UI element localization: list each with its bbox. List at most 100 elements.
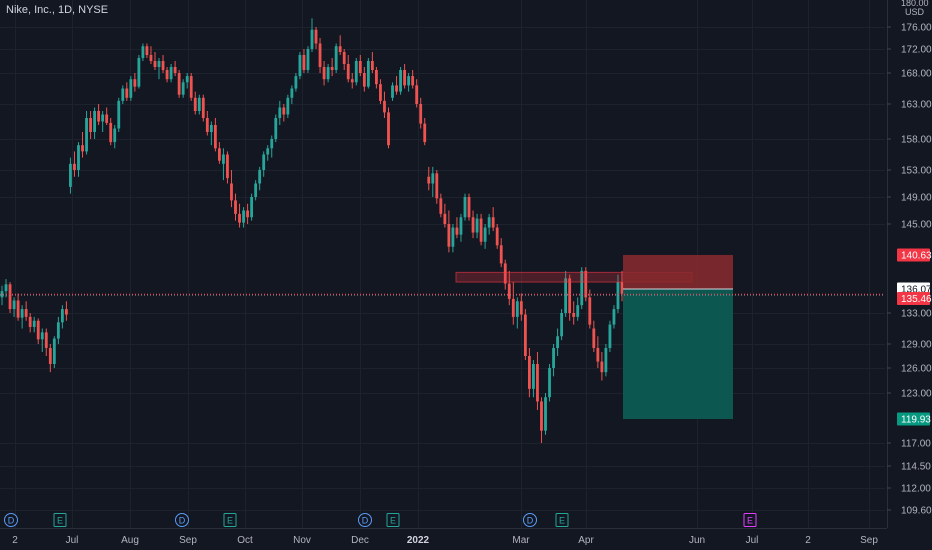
price-tick-label: 153.00 xyxy=(901,166,932,177)
price-tick-label: 163.00 xyxy=(901,100,932,111)
candle xyxy=(209,121,213,146)
candle-body xyxy=(564,278,568,313)
candle-body xyxy=(350,79,354,83)
candle-body xyxy=(294,76,298,89)
candle-body xyxy=(471,217,475,233)
price-tick-label: 109.60 xyxy=(901,506,932,517)
candle-body xyxy=(503,263,507,284)
candle xyxy=(540,397,543,443)
candle xyxy=(141,43,145,61)
candle-body xyxy=(149,55,153,61)
time-tick-label: Aug xyxy=(121,535,139,546)
candle xyxy=(137,55,141,89)
time-tick-label: Apr xyxy=(578,535,594,546)
candle xyxy=(455,217,459,239)
candle xyxy=(358,55,362,77)
candle xyxy=(612,305,616,329)
candle-body xyxy=(141,46,145,58)
candle xyxy=(354,58,358,86)
candle-body xyxy=(491,217,495,228)
candle xyxy=(443,203,447,228)
time-tick-label: Sep xyxy=(179,535,197,546)
candle-body xyxy=(278,107,282,118)
candle xyxy=(20,305,24,329)
candle xyxy=(519,293,523,321)
candle-body xyxy=(173,67,177,73)
candle-body xyxy=(12,300,16,310)
candle-body xyxy=(362,73,366,87)
candle xyxy=(572,301,576,325)
candle-body xyxy=(423,123,427,143)
candle xyxy=(0,285,4,306)
candle xyxy=(370,52,374,73)
candle-body xyxy=(238,213,241,223)
future-earnings-box xyxy=(743,513,757,527)
candle-body xyxy=(459,217,463,235)
candle xyxy=(254,180,258,201)
candle-body xyxy=(65,309,68,315)
candle-body xyxy=(507,283,511,299)
dividend-circle xyxy=(175,513,189,527)
dividend-letter: D xyxy=(362,516,369,526)
candle-body xyxy=(181,82,185,95)
candle xyxy=(85,111,88,155)
candle xyxy=(8,282,12,313)
price-tick-label: 172.00 xyxy=(901,45,932,56)
candle-body xyxy=(44,332,48,348)
candle xyxy=(117,97,121,132)
candle xyxy=(125,82,129,101)
candles xyxy=(0,18,624,443)
candle xyxy=(596,336,600,368)
candle-body xyxy=(242,210,245,223)
candle xyxy=(387,107,390,149)
candle-body xyxy=(342,52,346,64)
candle xyxy=(266,145,270,161)
candle-body xyxy=(455,227,459,235)
candle-body xyxy=(584,270,588,298)
candle xyxy=(40,328,44,352)
candle-body xyxy=(177,73,181,95)
candle-body xyxy=(226,154,229,179)
candle xyxy=(286,94,290,118)
symbol-title: Nike, Inc., 1D, NYSE xyxy=(6,4,109,16)
candle-body xyxy=(137,58,141,87)
candle xyxy=(149,46,153,64)
candle-body xyxy=(290,88,294,98)
candle xyxy=(330,58,334,77)
candle-body xyxy=(205,118,209,132)
candle xyxy=(471,210,475,239)
candle-body xyxy=(302,55,306,70)
candle xyxy=(238,203,241,228)
candle xyxy=(467,193,471,221)
time-tick-label: Nov xyxy=(293,535,311,546)
candle-body xyxy=(592,328,596,348)
candle-body xyxy=(608,324,612,348)
candle-body xyxy=(375,70,378,85)
candle-body xyxy=(270,139,274,149)
candle xyxy=(16,293,20,321)
candle xyxy=(113,125,117,149)
candle xyxy=(234,193,237,221)
candle xyxy=(165,67,169,83)
candle xyxy=(403,64,407,89)
last-price-label-text: 135.46 xyxy=(901,294,932,305)
candle-body xyxy=(36,320,40,340)
candle xyxy=(189,73,193,101)
candle xyxy=(121,85,125,104)
candle xyxy=(177,70,181,98)
time-tick-label: Oct xyxy=(237,535,253,546)
candle xyxy=(375,67,378,89)
candle xyxy=(536,352,539,410)
candle xyxy=(242,207,245,228)
time-tick-label: 2022 xyxy=(407,535,430,546)
candle xyxy=(322,61,326,86)
candle-body xyxy=(527,356,531,389)
candle xyxy=(302,49,306,73)
candle xyxy=(185,73,189,89)
candle-body xyxy=(69,163,72,187)
candle xyxy=(419,97,423,129)
last-price-label: 135.46 xyxy=(897,291,932,305)
candle xyxy=(48,344,52,373)
